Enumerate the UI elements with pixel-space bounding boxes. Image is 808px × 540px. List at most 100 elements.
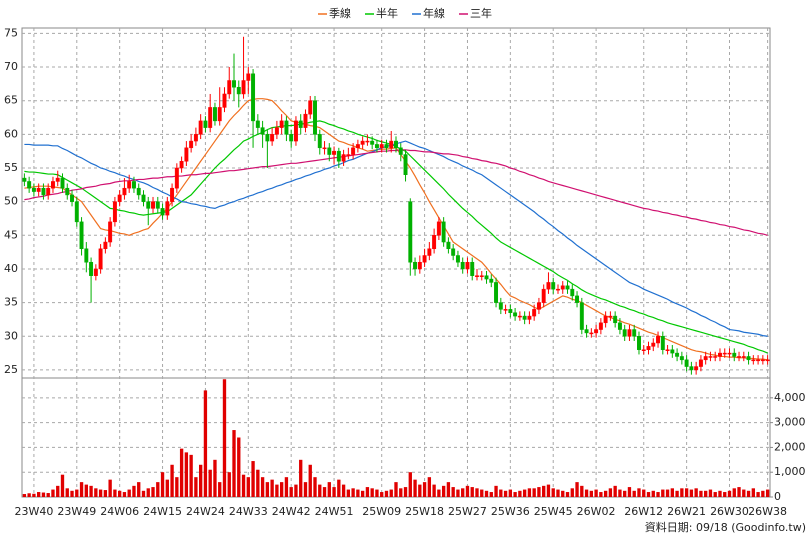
volume-bar (665, 489, 670, 497)
candle-body (594, 329, 599, 334)
volume-bar (594, 489, 598, 497)
candle-body (465, 261, 470, 270)
candle-body (498, 302, 503, 310)
volume-bar (732, 488, 736, 497)
candle-body (346, 154, 351, 156)
candle-body (660, 336, 665, 350)
volume-bar (565, 492, 570, 497)
candle-body (151, 201, 155, 209)
volume-bar (308, 464, 312, 497)
candle-body (193, 134, 198, 142)
volume-bar (503, 490, 508, 497)
volume-bar (394, 482, 398, 497)
candle-body (332, 150, 337, 155)
candle-body (565, 285, 570, 290)
volume-bar (46, 493, 50, 497)
candle-body (389, 140, 394, 149)
volume-bar (41, 492, 46, 497)
y-tick-label: 55 (4, 161, 18, 174)
candle-body (446, 241, 451, 250)
volume-bar (608, 488, 613, 497)
x-tick-label: 25W09 (362, 505, 401, 518)
candle-body (31, 187, 36, 192)
candle-body (27, 181, 32, 189)
volume-bar (322, 487, 327, 497)
volume-bar (580, 485, 584, 497)
candle-body (351, 147, 356, 155)
candle-body (155, 201, 160, 209)
y-tick-label: 35 (4, 296, 18, 309)
volume-bar (623, 490, 627, 497)
candle-body (670, 349, 675, 354)
candle-body (60, 177, 65, 189)
candle-body (251, 73, 256, 122)
candle-body (355, 144, 360, 149)
candle-body (722, 352, 727, 355)
x-tick-label: 25W27 (448, 505, 487, 518)
volume-bar (294, 484, 298, 497)
volume-bar (446, 482, 451, 497)
volume-bar (708, 489, 713, 497)
x-tick-label: 25W18 (405, 505, 444, 518)
candle-body (198, 120, 203, 135)
candle-body (494, 282, 499, 303)
volume-bar (341, 484, 346, 497)
volume-bar (408, 472, 412, 497)
volume-bar (723, 492, 727, 497)
candle-body (617, 322, 622, 330)
x-tick-label: 26W12 (624, 505, 663, 518)
volume-bar (441, 485, 446, 497)
volume-bar (599, 492, 603, 497)
candle-body (627, 329, 632, 337)
volume-bar (198, 464, 203, 497)
volume-bar (713, 492, 717, 497)
candle-body (146, 201, 151, 209)
volume-bar (32, 493, 36, 497)
candle-body (651, 342, 656, 347)
candle-body (55, 177, 60, 182)
volume-bar (765, 489, 770, 497)
volume-bar (756, 492, 760, 497)
volume-bar (65, 488, 69, 497)
candle-body (560, 285, 565, 290)
volume-bar (313, 477, 317, 497)
volume-bar (156, 482, 160, 497)
volume-bar (389, 489, 393, 497)
candle-body (713, 356, 718, 358)
candle-body (236, 86, 241, 95)
candle-body (317, 134, 322, 149)
volume-bar (661, 489, 665, 497)
x-tick-label: 24W33 (229, 505, 268, 518)
volume-bar (451, 487, 455, 497)
candle-body (70, 194, 74, 202)
volume-bar (584, 489, 589, 497)
candle-body (274, 127, 279, 135)
volume-bar (670, 488, 674, 497)
volume-bar (437, 489, 441, 497)
candle-body (336, 150, 341, 162)
volume-bar (537, 487, 541, 497)
volume-bar (380, 492, 384, 497)
candle-body (656, 336, 661, 344)
volume-bar (546, 484, 551, 497)
candle-body (108, 221, 113, 243)
volume-bar (675, 490, 679, 497)
volume-bar (627, 487, 632, 497)
y-tick-label: 50 (4, 195, 18, 208)
volume-bar (260, 477, 265, 497)
candle-body (260, 127, 265, 135)
volume-bar (27, 493, 31, 497)
volume-bar (327, 482, 331, 497)
candle-body (189, 140, 194, 149)
candle-body (508, 309, 513, 313)
candle-body (622, 329, 627, 337)
volume-bar (137, 482, 141, 497)
candle-body (756, 359, 761, 362)
y-tick-label: 25 (4, 363, 18, 376)
volume-bar (265, 482, 270, 497)
volume-bar (241, 474, 246, 497)
candle-body (698, 359, 703, 367)
volume-bar (89, 485, 93, 497)
y-tick-label: 45 (4, 228, 18, 241)
y2-tick-label: 1,000 (774, 465, 806, 478)
